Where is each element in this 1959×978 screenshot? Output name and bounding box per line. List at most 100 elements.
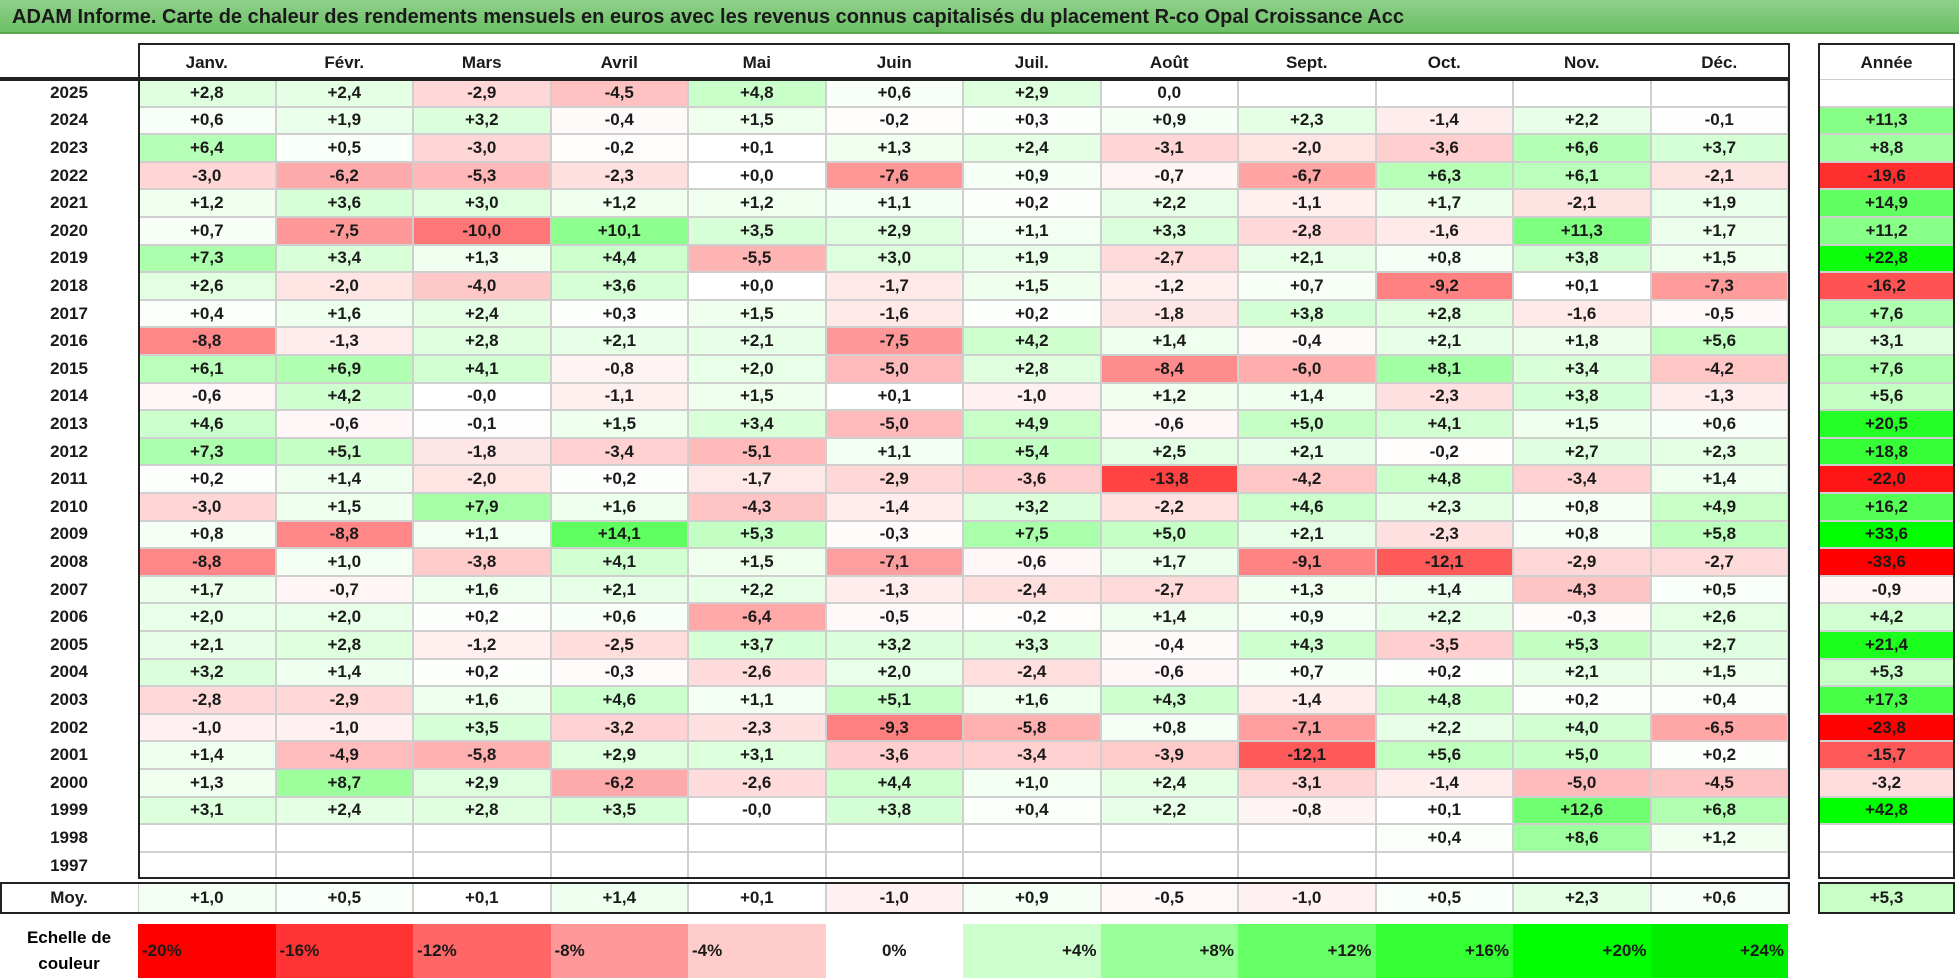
heat-cell: +4,6 xyxy=(550,686,688,714)
month-header: Nov. xyxy=(1563,52,1600,72)
heat-cell: +1,3 xyxy=(138,769,276,797)
heat-cell: +2,4 xyxy=(275,796,413,825)
year-label: 2015 xyxy=(50,358,88,378)
year-label: 2000 xyxy=(50,772,88,792)
year-label: 2023 xyxy=(50,137,88,157)
heat-cell: +4,1 xyxy=(550,548,688,576)
annual-cell: +11,2 xyxy=(1818,217,1955,245)
annual-cell: +42,8 xyxy=(1818,796,1955,825)
heat-cell: -7,5 xyxy=(275,217,413,245)
heat-cell: +0,1 xyxy=(825,382,963,411)
heat-cell: +1,7 xyxy=(1375,189,1513,217)
heat-cell: +5,3 xyxy=(1513,631,1651,659)
heat-cell: +4,3 xyxy=(1238,631,1376,659)
heat-cell: +3,8 xyxy=(825,796,963,825)
heat-cell: +0,8 xyxy=(1100,713,1238,742)
heat-cell: -3,0 xyxy=(138,493,276,521)
heat-cell: +4,9 xyxy=(963,410,1101,438)
heat-cell: +2,4 xyxy=(413,299,551,328)
heat-cell: +0,4 xyxy=(963,796,1101,825)
heat-cell: -2,7 xyxy=(1650,548,1788,576)
heat-cell: +1,8 xyxy=(1513,327,1651,355)
color-scale-step: +8% xyxy=(1100,924,1238,978)
heat-cell: -3,6 xyxy=(963,465,1101,493)
heat-cell: +0,1 xyxy=(688,134,826,162)
heat-cell: +0,7 xyxy=(1238,658,1376,687)
heat-cell: +2,8 xyxy=(963,355,1101,383)
heat-cell: +1,5 xyxy=(1650,658,1788,687)
heat-cell: +1,4 xyxy=(1238,382,1376,411)
heat-cell: -1,6 xyxy=(1513,299,1651,328)
heat-cell: -6,5 xyxy=(1650,713,1788,742)
heat-cell: +2,5 xyxy=(1100,437,1238,466)
heat-cell: -9,2 xyxy=(1375,272,1513,300)
average-cell: +0,6 xyxy=(1650,883,1788,913)
heat-cell: +8,1 xyxy=(1375,355,1513,383)
annual-cell: -16,2 xyxy=(1818,272,1955,300)
heat-cell: -2,6 xyxy=(688,658,826,687)
heat-cell: -0,0 xyxy=(688,796,826,825)
heat-cell: -5,3 xyxy=(413,161,551,190)
heat-cell: -2,7 xyxy=(1100,244,1238,273)
heat-cell: +6,6 xyxy=(1513,134,1651,162)
year-label: 2005 xyxy=(50,634,88,654)
heat-cell: +1,4 xyxy=(1100,603,1238,631)
color-scale-step: -8% xyxy=(550,924,688,978)
heat-cell: +0,9 xyxy=(1100,106,1238,135)
annual-cell: +7,6 xyxy=(1818,299,1955,328)
heat-cell: +1,5 xyxy=(688,299,826,328)
heat-cell: +3,5 xyxy=(413,713,551,742)
heat-cell: -0,6 xyxy=(1100,410,1238,438)
heat-cell: -2,6 xyxy=(688,769,826,797)
heat-cell: +6,8 xyxy=(1650,796,1788,825)
month-header: Avril xyxy=(600,52,638,72)
heat-cell: +0,9 xyxy=(963,161,1101,190)
heat-cell: -6,2 xyxy=(550,769,688,797)
heat-cell: +2,1 xyxy=(138,631,276,659)
heat-cell: -2,1 xyxy=(1650,161,1788,190)
heat-cell: -0,4 xyxy=(550,106,688,135)
heat-cell: -3,6 xyxy=(1375,134,1513,162)
heat-cell xyxy=(1238,824,1376,852)
heat-cell: +0,5 xyxy=(1650,575,1788,604)
average-cell: +1,0 xyxy=(138,883,276,913)
heat-cell: +1,5 xyxy=(1650,244,1788,273)
heat-cell: -0,4 xyxy=(1238,327,1376,355)
heat-cell xyxy=(138,851,276,880)
heat-cell: -3,1 xyxy=(1100,134,1238,162)
heat-cell: +2,0 xyxy=(138,603,276,631)
heat-cell: +1,2 xyxy=(138,189,276,217)
year-label: 2025 xyxy=(50,82,88,102)
heat-cell: +1,5 xyxy=(688,106,826,135)
heat-cell: +1,5 xyxy=(275,493,413,521)
heat-cell: +10,1 xyxy=(550,217,688,245)
heat-cell: -2,0 xyxy=(275,272,413,300)
annual-cell: +4,2 xyxy=(1818,603,1955,631)
heat-cell: -2,1 xyxy=(1513,189,1651,217)
heat-cell: -2,3 xyxy=(550,161,688,190)
heat-cell: +1,4 xyxy=(1650,465,1788,493)
heat-cell: +3,8 xyxy=(1238,299,1376,328)
heat-cell: +1,5 xyxy=(550,410,688,438)
heat-cell: +0,3 xyxy=(963,106,1101,135)
heat-cell: -0,6 xyxy=(138,382,276,411)
heat-cell: +0,9 xyxy=(1238,603,1376,631)
heat-cell: +0,2 xyxy=(550,465,688,493)
heat-cell: +0,5 xyxy=(275,134,413,162)
heat-cell: +1,3 xyxy=(413,244,551,273)
heat-cell: -0,8 xyxy=(550,355,688,383)
heat-cell: +3,4 xyxy=(688,410,826,438)
heat-cell: -1,7 xyxy=(688,465,826,493)
heat-cell: -2,4 xyxy=(963,658,1101,687)
heat-cell: +2,9 xyxy=(825,217,963,245)
color-scale-step: -12% xyxy=(413,924,551,978)
annual-cell: -33,6 xyxy=(1818,548,1955,576)
heat-cell: -0,5 xyxy=(1650,299,1788,328)
heat-cell: +6,9 xyxy=(275,355,413,383)
heat-cell: +2,3 xyxy=(1375,493,1513,521)
heat-cell: -3,4 xyxy=(550,437,688,466)
heat-cell xyxy=(963,824,1101,852)
heat-cell: -0,2 xyxy=(963,603,1101,631)
heat-cell: +0,0 xyxy=(688,161,826,190)
heat-cell xyxy=(413,824,551,852)
